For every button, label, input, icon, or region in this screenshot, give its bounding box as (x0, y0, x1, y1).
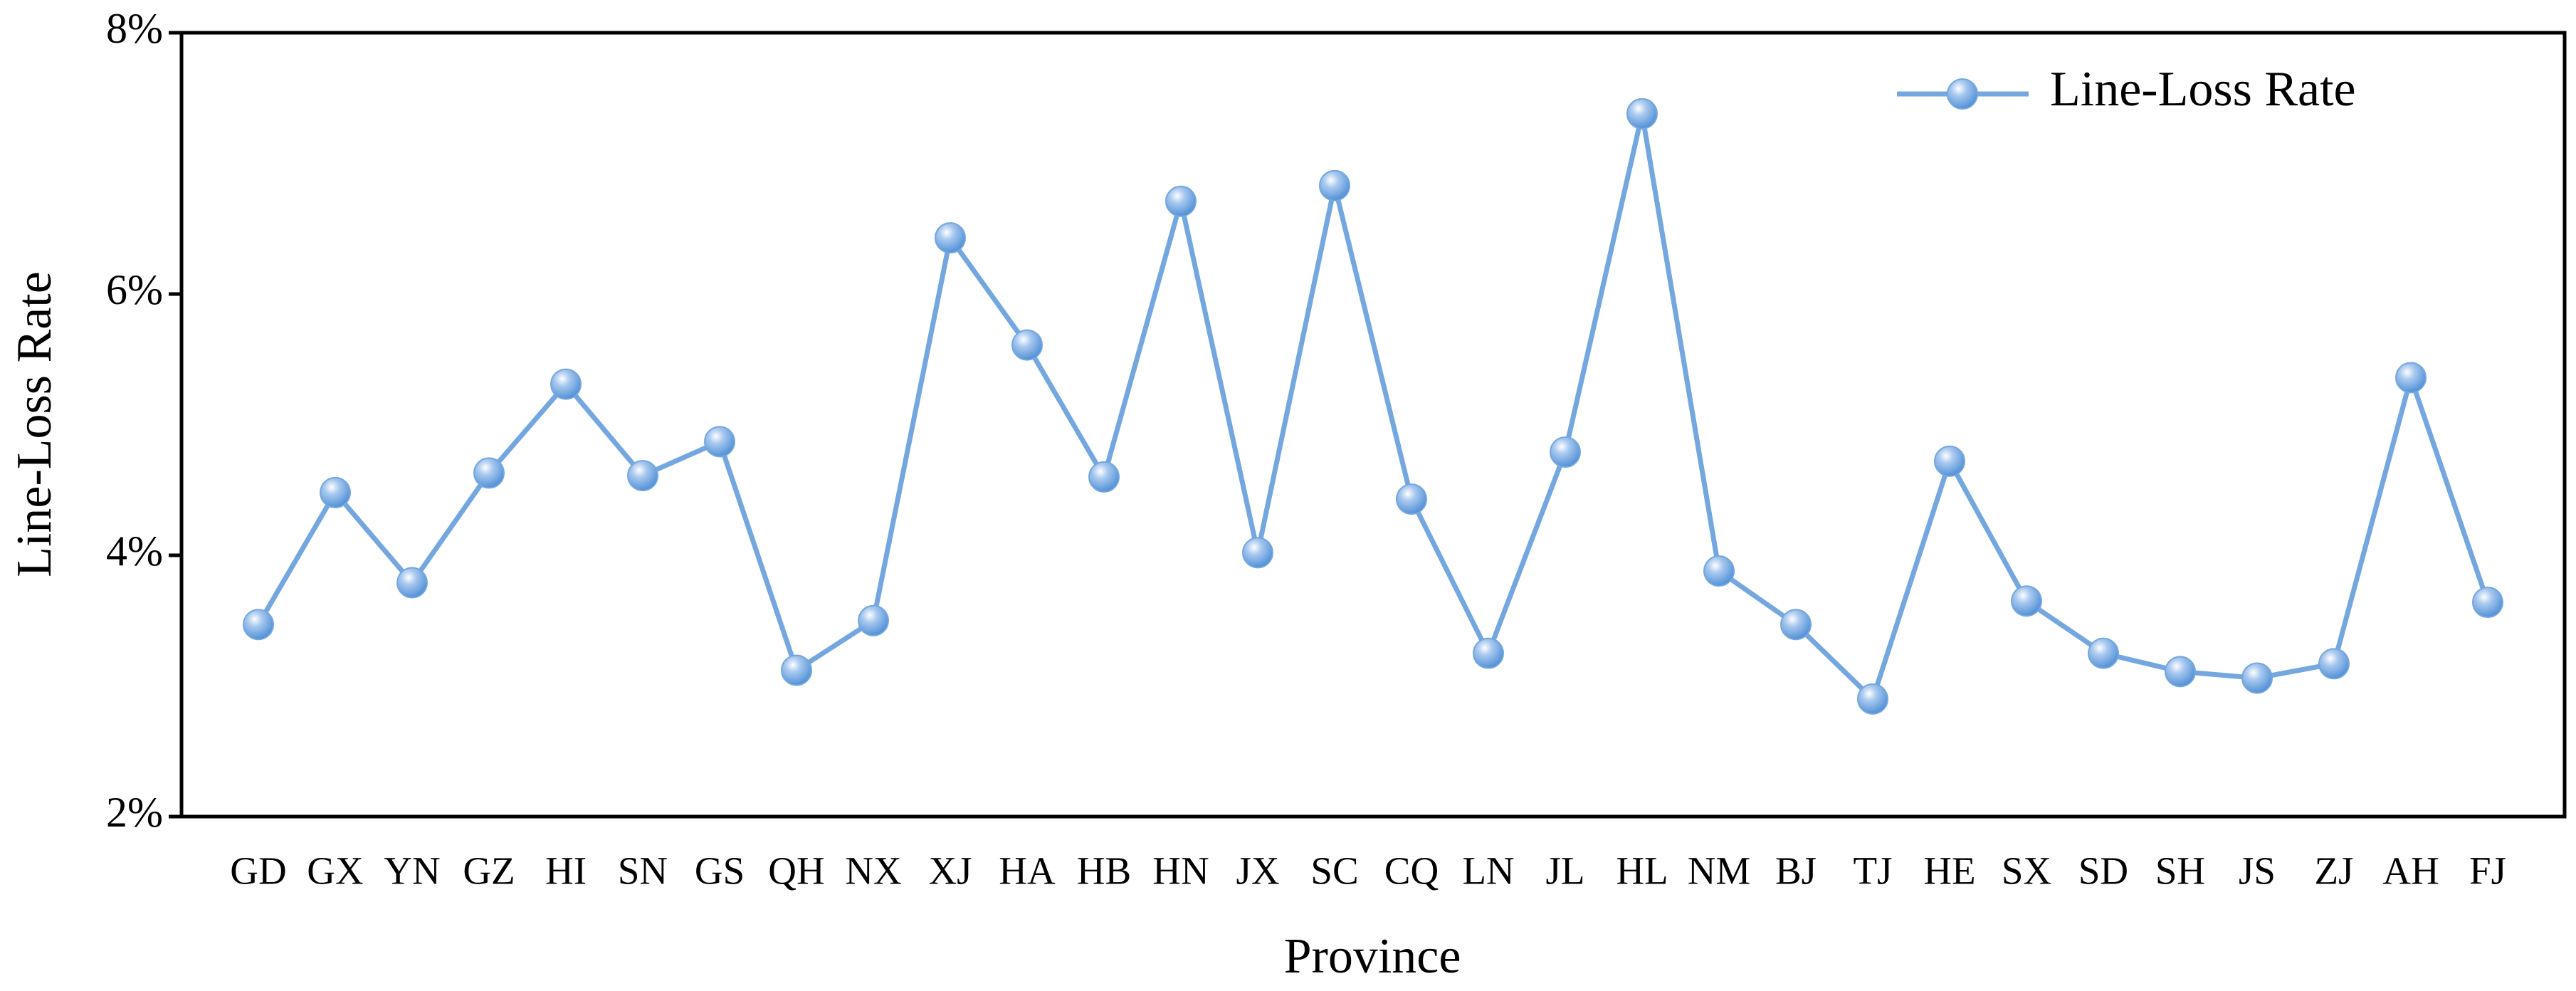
x-axis-title: Province (1284, 929, 1461, 984)
marker (1396, 483, 1427, 515)
x-tick-label: LN (1462, 849, 1514, 893)
y-tick-label: 6% (106, 266, 163, 313)
x-tick-label: XJ (928, 849, 972, 893)
x-tick-label: NM (1688, 849, 1751, 893)
legend-marker (1947, 78, 1978, 110)
marker (550, 368, 582, 400)
marker (396, 567, 428, 599)
x-tick-label: HA (999, 849, 1056, 893)
x-tick-label: JX (1236, 849, 1279, 893)
x-tick-label: HI (545, 849, 587, 893)
plot-frame (179, 31, 2567, 819)
x-tick-label: GS (695, 849, 745, 893)
x-tick-label: TJ (1854, 849, 1893, 893)
y-tick-label: 2% (106, 789, 163, 836)
marker (1780, 609, 1812, 641)
x-tick-label: GD (230, 849, 286, 893)
x-tick-label: YN (384, 849, 440, 893)
x-tick-label: AH (2382, 849, 2439, 893)
marker (1473, 637, 1504, 669)
x-tick-label: SD (2078, 849, 2128, 893)
marker (1934, 445, 1965, 477)
x-tick-label: BJ (1775, 849, 1817, 893)
x-tick-label: QH (768, 849, 824, 893)
marker (1319, 169, 1350, 201)
marker (858, 604, 889, 636)
x-tick-label: SC (1310, 849, 1358, 893)
y-axis-title: Line-Loss Rate (7, 271, 62, 577)
marker (935, 222, 966, 254)
marker (2241, 662, 2273, 694)
marker (1857, 683, 1888, 715)
marker (1242, 537, 1273, 569)
x-tick-label: FJ (2469, 849, 2506, 893)
legend-label: Line-Loss Rate (2050, 62, 2356, 117)
marker (2318, 648, 2350, 680)
marker (243, 609, 274, 641)
x-tick-label: SH (2155, 849, 2205, 893)
x-tick-label: GX (307, 849, 363, 893)
line (256, 111, 2491, 702)
x-tick-label: HL (1616, 849, 1668, 893)
marker (2165, 656, 2196, 688)
x-tick-label: SN (618, 849, 668, 893)
y-tick-label: 8% (106, 5, 163, 52)
marker (2472, 587, 2503, 619)
marker (1011, 329, 1043, 361)
x-tick-label: GZ (463, 849, 515, 893)
marker (1165, 185, 1197, 217)
y-tick-label: 4% (106, 528, 163, 575)
marker (2088, 637, 2119, 669)
x-tick-label: JL (1546, 849, 1585, 893)
x-tick-label: ZJ (2315, 849, 2354, 893)
marker (1550, 436, 1581, 468)
x-tick-label: SX (2002, 849, 2051, 893)
x-tick-label: HB (1077, 849, 1131, 893)
marker (2011, 585, 2042, 617)
x-tick-label: CQ (1384, 849, 1439, 893)
x-tick-label: NX (845, 849, 901, 893)
x-tick-label: HE (1923, 849, 1975, 893)
marker (473, 457, 505, 489)
marker (320, 476, 351, 508)
x-tick-label: HN (1152, 849, 1209, 893)
x-tick-label: JS (2239, 849, 2276, 893)
marker (1626, 98, 1658, 130)
marker (2395, 362, 2427, 394)
marker (627, 460, 658, 492)
marker (1703, 555, 1735, 587)
marker (704, 426, 735, 458)
marker (781, 654, 812, 686)
marker (1088, 461, 1120, 493)
